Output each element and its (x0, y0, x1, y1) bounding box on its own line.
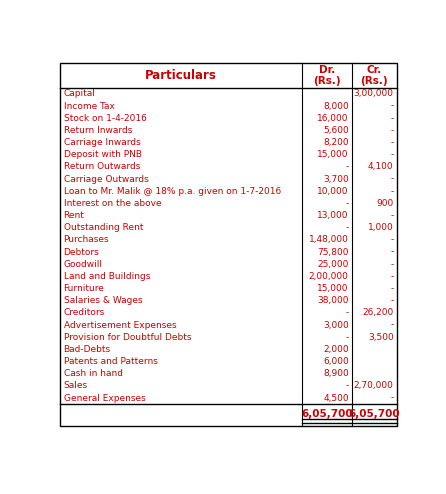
Text: Purchases: Purchases (63, 235, 109, 245)
Text: 26,200: 26,200 (363, 308, 394, 317)
Text: -: - (390, 187, 394, 196)
Text: 16,000: 16,000 (317, 114, 349, 123)
Text: Stock on 1-4-2016: Stock on 1-4-2016 (63, 114, 146, 123)
Text: General Expenses: General Expenses (63, 394, 145, 403)
Text: Bad-Debts: Bad-Debts (63, 345, 111, 354)
Text: 8,200: 8,200 (323, 138, 349, 147)
Text: 15,000: 15,000 (317, 150, 349, 159)
Text: 2,00,000: 2,00,000 (309, 272, 349, 281)
Text: 3,000: 3,000 (323, 321, 349, 329)
Text: 1,000: 1,000 (368, 223, 394, 232)
Text: -: - (390, 102, 394, 111)
Text: Return Inwards: Return Inwards (63, 126, 132, 135)
Text: Salaries & Wages: Salaries & Wages (63, 296, 142, 305)
Text: Advertisement Expenses: Advertisement Expenses (63, 321, 176, 329)
Text: 10,000: 10,000 (317, 187, 349, 196)
Text: Land and Buildings: Land and Buildings (63, 272, 150, 281)
Text: Dr.
(Rs.): Dr. (Rs.) (313, 65, 341, 86)
Text: Patents and Patterns: Patents and Patterns (63, 357, 157, 366)
Text: 4,100: 4,100 (368, 163, 394, 171)
Text: Outstanding Rent: Outstanding Rent (63, 223, 143, 232)
Text: -: - (390, 284, 394, 293)
Text: -: - (390, 235, 394, 245)
Text: 25,000: 25,000 (317, 260, 349, 269)
Text: Cash in hand: Cash in hand (63, 369, 123, 378)
Text: -: - (390, 138, 394, 147)
Text: 8,900: 8,900 (323, 369, 349, 378)
Text: -: - (390, 174, 394, 183)
Text: Creditors: Creditors (63, 308, 105, 317)
Text: -: - (346, 308, 349, 317)
Text: 3,00,000: 3,00,000 (354, 89, 394, 98)
Text: 38,000: 38,000 (317, 296, 349, 305)
Text: 3,500: 3,500 (368, 332, 394, 342)
Text: Provision for Doubtful Debts: Provision for Doubtful Debts (63, 332, 191, 342)
Text: 6,05,700: 6,05,700 (348, 409, 400, 419)
Text: Interest on the above: Interest on the above (63, 199, 161, 208)
Text: -: - (390, 260, 394, 269)
Text: 900: 900 (376, 199, 394, 208)
Text: -: - (390, 272, 394, 281)
Text: 2,70,000: 2,70,000 (354, 381, 394, 390)
Text: Cr.
(Rs.): Cr. (Rs.) (360, 65, 388, 86)
Text: -: - (346, 199, 349, 208)
Text: Sales: Sales (63, 381, 87, 390)
Text: Goodwill: Goodwill (63, 260, 103, 269)
Text: -: - (390, 321, 394, 329)
Text: Loan to Mr. Malik @ 18% p.a. given on 1-7-2016: Loan to Mr. Malik @ 18% p.a. given on 1-… (63, 187, 281, 196)
Text: -: - (390, 211, 394, 220)
Text: 75,800: 75,800 (317, 247, 349, 256)
Text: 6,000: 6,000 (323, 357, 349, 366)
Text: -: - (346, 381, 349, 390)
Text: 13,000: 13,000 (317, 211, 349, 220)
Text: 3,700: 3,700 (323, 174, 349, 183)
Text: 8,000: 8,000 (323, 102, 349, 111)
Text: Particulars: Particulars (145, 69, 217, 82)
Text: -: - (346, 223, 349, 232)
Text: Rent: Rent (63, 211, 84, 220)
Text: 5,600: 5,600 (323, 126, 349, 135)
Text: -: - (390, 296, 394, 305)
Text: -: - (346, 332, 349, 342)
Text: Deposit with PNB: Deposit with PNB (63, 150, 141, 159)
Text: Debtors: Debtors (63, 247, 99, 256)
Text: -: - (346, 163, 349, 171)
Text: -: - (390, 114, 394, 123)
Text: 6,05,700: 6,05,700 (301, 409, 353, 419)
Text: Carriage Outwards: Carriage Outwards (63, 174, 148, 183)
Text: -: - (390, 150, 394, 159)
Text: Furniture: Furniture (63, 284, 104, 293)
Text: 2,000: 2,000 (323, 345, 349, 354)
Text: -: - (390, 247, 394, 256)
Text: 1,48,000: 1,48,000 (309, 235, 349, 245)
Text: Income Tax: Income Tax (63, 102, 114, 111)
Text: 4,500: 4,500 (323, 394, 349, 403)
Text: 15,000: 15,000 (317, 284, 349, 293)
Text: Return Outwards: Return Outwards (63, 163, 140, 171)
Text: Capital: Capital (63, 89, 95, 98)
Text: -: - (390, 394, 394, 403)
Text: -: - (390, 126, 394, 135)
Text: Carriage Inwards: Carriage Inwards (63, 138, 140, 147)
